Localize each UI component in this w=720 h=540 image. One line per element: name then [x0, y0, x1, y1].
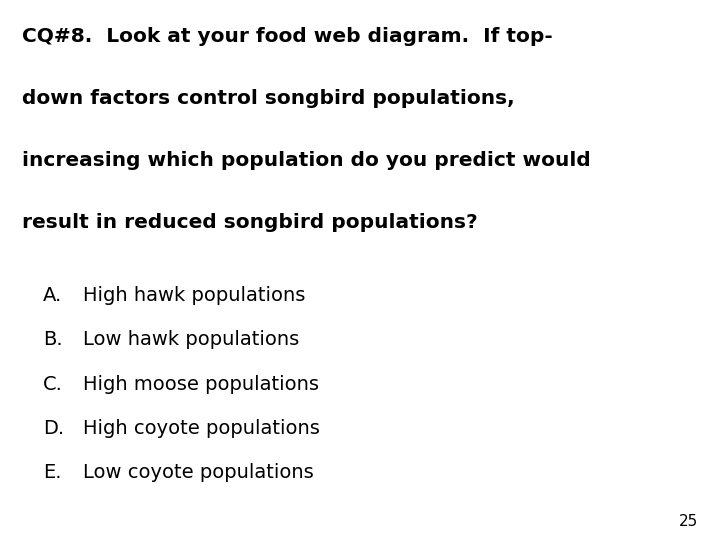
Text: 25: 25	[679, 514, 698, 529]
Text: down factors control songbird populations,: down factors control songbird population…	[22, 89, 514, 108]
Text: result in reduced songbird populations?: result in reduced songbird populations?	[22, 213, 477, 232]
Text: B.: B.	[43, 330, 63, 349]
Text: High hawk populations: High hawk populations	[83, 286, 305, 305]
Text: High moose populations: High moose populations	[83, 375, 319, 394]
Text: E.: E.	[43, 463, 62, 482]
Text: D.: D.	[43, 419, 64, 438]
Text: Low hawk populations: Low hawk populations	[83, 330, 299, 349]
Text: Low coyote populations: Low coyote populations	[83, 463, 313, 482]
Text: C.: C.	[43, 375, 63, 394]
Text: CQ#8.  Look at your food web diagram.  If top-: CQ#8. Look at your food web diagram. If …	[22, 27, 552, 46]
Text: High coyote populations: High coyote populations	[83, 419, 320, 438]
Text: A.: A.	[43, 286, 63, 305]
Text: increasing which population do you predict would: increasing which population do you predi…	[22, 151, 590, 170]
